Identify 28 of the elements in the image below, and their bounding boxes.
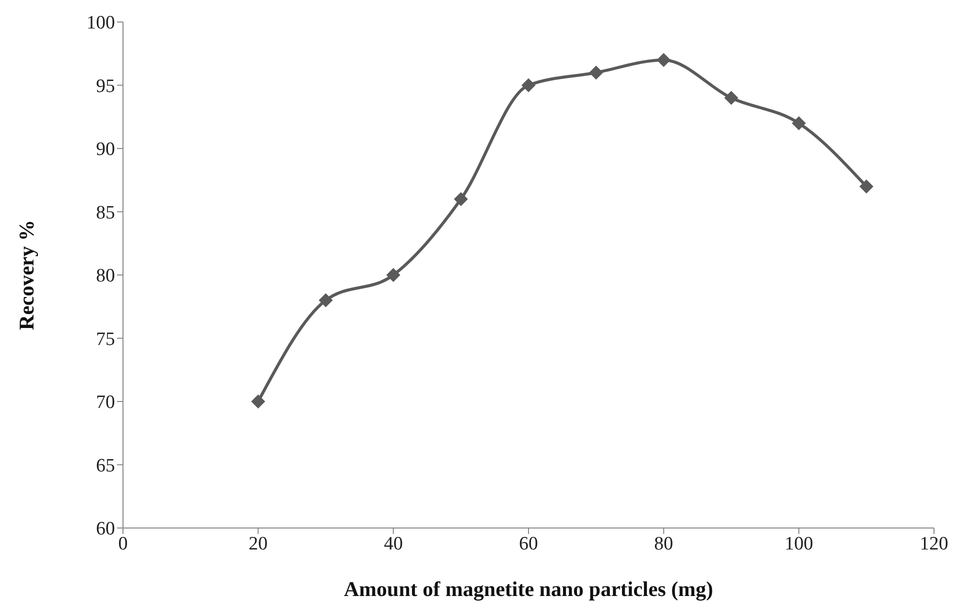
point (251, 394, 266, 408)
point (724, 90, 738, 105)
y-tick-label: 80 (96, 266, 115, 287)
y-tick-label: 75 (96, 328, 115, 350)
point (522, 78, 536, 92)
x-tick-label: 100 (784, 533, 814, 554)
y-tick-label: 70 (96, 392, 115, 414)
y-tick-label: 65 (96, 455, 115, 476)
point (318, 293, 333, 308)
x-axis-title: Amount of magnetite nano particles (mg) (344, 577, 714, 601)
point (454, 192, 468, 206)
x-tick-label: 80 (654, 533, 674, 554)
point (589, 66, 604, 80)
point (656, 52, 671, 67)
y-tick-label: 100 (86, 12, 115, 34)
y-axis-title: Recovery % (14, 220, 38, 330)
y-tick-label: 90 (96, 139, 115, 160)
x-tick-label: 120 (920, 533, 948, 554)
y-tick-label: 85 (96, 202, 115, 224)
x-tick-label: 40 (384, 533, 403, 554)
y-tick-label: 60 (96, 518, 115, 540)
x-tick-label: 20 (248, 533, 268, 554)
point (859, 179, 874, 194)
point (792, 116, 806, 130)
x-tick-label: 0 (118, 533, 128, 554)
y-tick-label: 95 (96, 76, 115, 97)
point (386, 268, 400, 282)
x-tick-label: 60 (519, 533, 538, 554)
